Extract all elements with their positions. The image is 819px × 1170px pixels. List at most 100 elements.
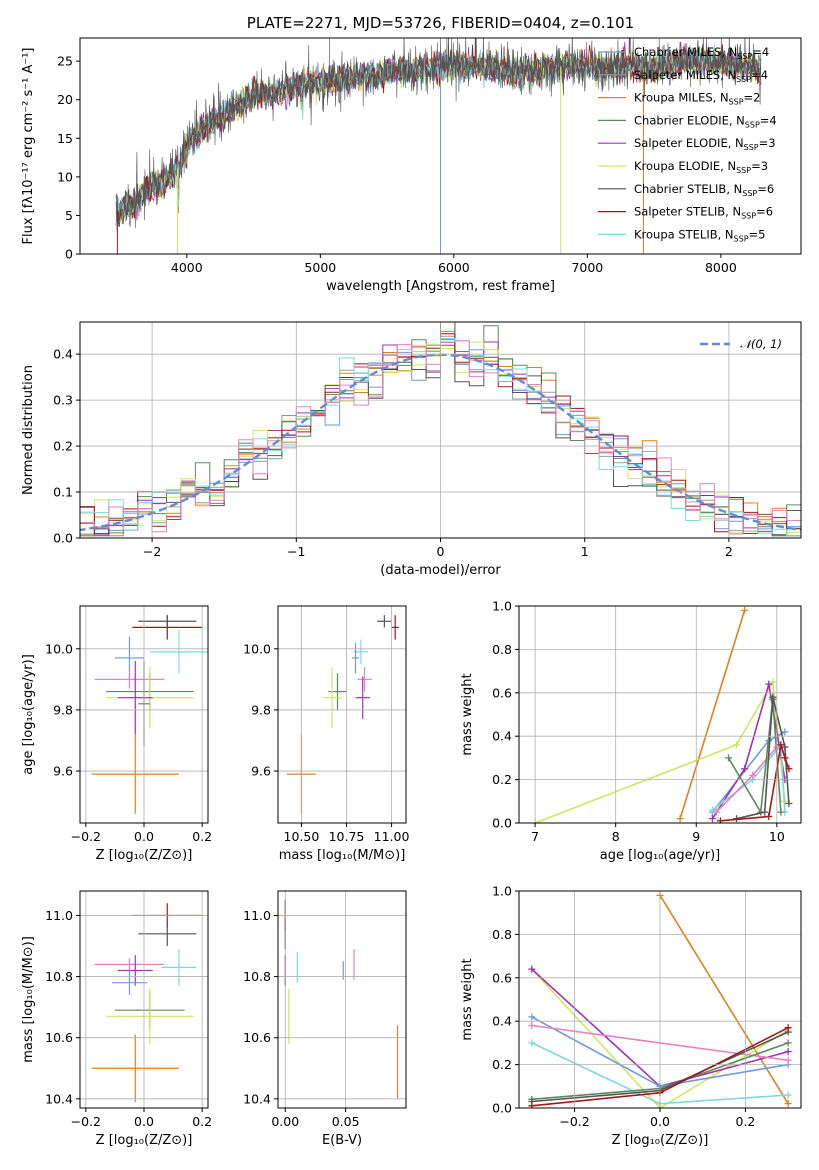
x-tick-label: −1 xyxy=(287,544,305,559)
weight-marker xyxy=(781,743,789,751)
y-tick-label: 0.0 xyxy=(492,1101,512,1116)
plot-frame xyxy=(79,605,209,824)
y-tick-label: 10.4 xyxy=(243,1091,271,1106)
weight-marker xyxy=(741,606,749,614)
legend-entry: Kroupa MILES, NSSP=2 xyxy=(634,91,760,107)
y-tick-label: 0.6 xyxy=(492,685,512,700)
y-axis-label: Flux [fλ10⁻¹⁷ erg cm⁻² s⁻¹ A⁻¹] xyxy=(21,48,36,245)
legend-entry: 𝒩(0, 1) xyxy=(740,337,782,351)
y-tick-label: 10.6 xyxy=(243,1030,271,1045)
y-tick-label: 9.8 xyxy=(251,702,271,717)
y-tick-label: 10 xyxy=(57,169,73,184)
panel-age_vs_mass: 10.50 10.75 11.00 9.6 9.8 10.0 mass [log₁₀(M/M… xyxy=(243,605,410,863)
weight-marker xyxy=(676,815,684,823)
y-tick-label: 0.8 xyxy=(492,927,512,942)
x-tick-label: 10.50 xyxy=(284,829,320,844)
y-tick-label: 0.4 xyxy=(492,729,512,744)
y-tick-label: 11.0 xyxy=(243,908,271,923)
weight-marker xyxy=(528,965,536,973)
plot-frame xyxy=(277,605,407,824)
x-axis-label: (data-model)/error xyxy=(380,563,501,578)
observed-spectrum xyxy=(115,38,762,229)
weight-marker xyxy=(724,754,732,762)
x-tick-label: 0.00 xyxy=(271,1114,299,1129)
weight-marker xyxy=(761,808,769,816)
legend-entry: Salpeter STELIB, NSSP=6 xyxy=(634,205,773,221)
y-tick-label: 0.2 xyxy=(492,772,512,787)
x-tick-label: 0.2 xyxy=(192,1114,212,1129)
weight-line xyxy=(659,894,789,1105)
y-tick-label: 11.0 xyxy=(45,908,73,923)
x-tick-label: −0.2 xyxy=(559,1114,589,1129)
y-tick-label: 10.8 xyxy=(243,969,271,984)
legend-entry: Chabrier MILES, NSSP=4 xyxy=(634,45,769,61)
y-axis-label: mass weight xyxy=(460,673,475,755)
chart-title: PLATE=2271, MJD=53726, FIBERID=0404, z=0… xyxy=(247,14,634,32)
plot-frame xyxy=(518,605,802,824)
y-tick-label: 10.6 xyxy=(45,1030,73,1045)
y-tick-label: 20 xyxy=(57,92,73,107)
x-tick-label: 6000 xyxy=(438,260,470,275)
y-tick-label: 0.4 xyxy=(53,347,73,362)
weight-marker xyxy=(781,728,789,736)
weight-marker xyxy=(765,812,773,820)
y-tick-label: 0.2 xyxy=(492,1057,512,1072)
weight-marker xyxy=(784,1056,792,1064)
y-tick-label: 9.6 xyxy=(53,764,73,779)
y-tick-label: 10.0 xyxy=(243,641,271,656)
x-tick-label: 0.0 xyxy=(134,829,154,844)
plot-frame xyxy=(277,890,407,1109)
plot-frame xyxy=(518,890,802,1109)
weight-marker xyxy=(769,678,777,686)
legend-entry: Kroupa STELIB, NSSP=5 xyxy=(634,227,765,243)
weight-marker xyxy=(765,680,773,688)
y-tick-label: 9.8 xyxy=(53,702,73,717)
weight-marker xyxy=(708,815,716,823)
weight-marker xyxy=(777,741,785,749)
y-tick-label: 0.0 xyxy=(53,531,73,546)
weight-marker xyxy=(528,1013,536,1021)
y-axis-label: age [log₁₀(age/yr)] xyxy=(21,654,36,775)
x-tick-label: 0 xyxy=(437,544,445,559)
weight-marker xyxy=(528,1039,536,1047)
plot-area xyxy=(284,900,399,1099)
y-tick-label: 10.0 xyxy=(45,641,73,656)
x-tick-label: 8 xyxy=(612,829,620,844)
panel-residuals: −2 −1 0 1 2 0.0 0.1 0.2 0.3 0.4 (data-model)/error… xyxy=(21,321,802,578)
x-tick-label: −0.2 xyxy=(71,1114,101,1129)
plot-frame xyxy=(79,890,209,1109)
x-axis-label: Z [log₁₀(Z/Z⊙)] xyxy=(96,848,193,863)
weight-marker xyxy=(777,808,785,816)
weight-line xyxy=(679,610,746,819)
y-tick-label: 9.6 xyxy=(251,764,271,779)
y-tick-label: 15 xyxy=(57,131,73,146)
x-tick-label: 5000 xyxy=(304,260,336,275)
legend-entry: Chabrier STELIB, NSSP=6 xyxy=(634,182,774,198)
x-tick-label: 0.0 xyxy=(650,1114,670,1129)
x-tick-label: 11.00 xyxy=(374,829,410,844)
plot-area xyxy=(531,606,793,823)
plot-frame xyxy=(79,37,802,255)
x-tick-label: 7 xyxy=(531,829,539,844)
legend-entry: Salpeter ELODIE, NSSP=3 xyxy=(634,136,776,152)
x-tick-label: 0.05 xyxy=(332,1114,360,1129)
weight-marker xyxy=(785,765,793,773)
legend-entry: Chabrier ELODIE, NSSP=4 xyxy=(634,113,777,129)
weight-marker xyxy=(749,771,757,779)
y-tick-label: 0.6 xyxy=(492,970,512,985)
plot-area xyxy=(115,38,762,254)
y-tick-label: 10.8 xyxy=(45,969,73,984)
weight-marker xyxy=(528,1022,536,1030)
y-axis-label: mass weight xyxy=(460,958,475,1040)
x-tick-label: 10 xyxy=(769,829,785,844)
legend-entry: Salpeter MILES, NSSP=4 xyxy=(634,68,768,84)
x-axis-label: mass [log₁₀(M/M⊙)] xyxy=(279,848,406,863)
x-tick-label: 10.75 xyxy=(329,829,365,844)
x-tick-label: 1 xyxy=(581,544,589,559)
x-tick-label: −2 xyxy=(143,544,161,559)
weight-marker xyxy=(741,765,749,773)
weight-marker xyxy=(784,1100,792,1108)
panel-mass_vs_ebv: 0.00 0.05 10.4 10.6 10.8 11.0 E(B-V) xyxy=(243,890,407,1148)
x-tick-label: 9 xyxy=(692,829,700,844)
